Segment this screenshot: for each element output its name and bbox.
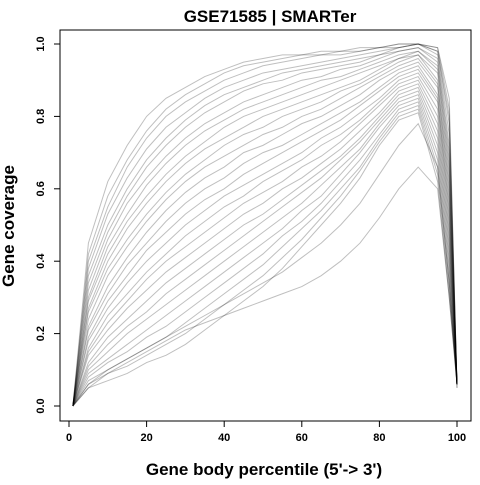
coverage-line-15 — [72, 68, 458, 407]
coverage-line-8 — [72, 50, 458, 407]
coverage-line-21 — [72, 90, 458, 407]
x-tick-label: 20 — [140, 432, 152, 444]
x-tick-label: 80 — [373, 432, 385, 444]
coverage-line-10 — [72, 54, 458, 407]
coverage-line-16 — [72, 72, 458, 407]
coverage-line-23 — [72, 97, 458, 407]
coverage-line-19 — [72, 83, 458, 407]
x-axis-label: Gene body percentile (5'-> 3') — [146, 460, 382, 479]
coverage-line-13 — [72, 61, 458, 407]
coverage-line-14 — [72, 65, 458, 407]
y-tick-label: 0.0 — [35, 398, 47, 413]
coverage-line-12 — [72, 57, 458, 407]
coverage-line-1 — [72, 43, 458, 407]
x-tick-label: 60 — [296, 432, 308, 444]
coverage-line-11 — [72, 54, 458, 407]
coverage-line-18 — [72, 79, 458, 407]
coverage-line-28 — [72, 166, 458, 407]
coverage-line-25 — [72, 104, 458, 407]
coverage-line-6 — [72, 47, 458, 407]
coverage-line-4 — [72, 43, 458, 407]
coverage-line-20 — [72, 86, 458, 407]
y-tick-label: 0.8 — [35, 109, 47, 124]
y-axis: 0.0 0.2 0.4 0.6 0.8 1.0 — [35, 36, 60, 414]
coverage-line-17 — [72, 75, 458, 407]
x-tick-label: 40 — [218, 432, 230, 444]
y-axis-label: Gene coverage — [0, 165, 18, 287]
coverage-line-9 — [72, 50, 458, 407]
coverage-line-29 — [72, 122, 458, 407]
coverage-lines — [72, 43, 458, 407]
coverage-line-3 — [72, 43, 458, 407]
chart-title: GSE71585 | SMARTer — [184, 7, 357, 26]
coverage-line-26 — [72, 108, 458, 407]
coverage-line-24 — [72, 101, 458, 407]
y-tick-label: 0.4 — [35, 253, 47, 269]
coverage-line-27 — [72, 112, 458, 407]
x-tick-label: 0 — [66, 432, 72, 444]
coverage-line-7 — [72, 47, 458, 407]
x-axis: 0 20 40 60 80 100 — [66, 421, 466, 444]
coverage-line-22 — [72, 94, 458, 407]
y-tick-label: 0.6 — [35, 181, 47, 196]
coverage-line-5 — [72, 43, 458, 407]
coverage-line-2 — [72, 43, 458, 407]
y-tick-label: 1.0 — [35, 36, 47, 51]
y-tick-label: 0.2 — [35, 326, 47, 341]
x-tick-label: 100 — [448, 432, 466, 444]
plot-frame — [59, 29, 472, 422]
